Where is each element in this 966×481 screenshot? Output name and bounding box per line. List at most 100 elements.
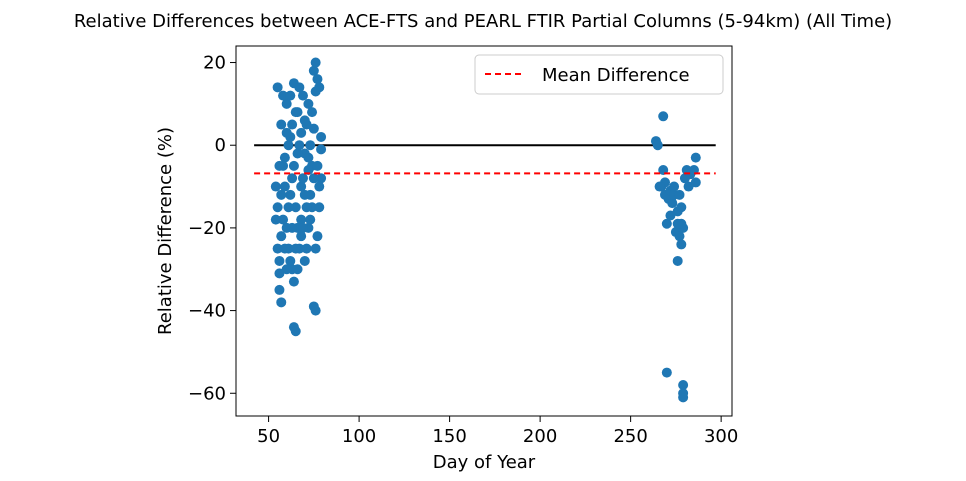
scatter-point [276, 231, 287, 242]
scatter-point [272, 202, 283, 213]
scatter-point [674, 231, 685, 242]
scatter-point [678, 379, 689, 390]
scatter-point [276, 297, 287, 308]
scatter-point [312, 160, 323, 171]
scatter-point [661, 367, 672, 378]
scatter-point [308, 65, 319, 76]
scatter-point [296, 127, 307, 138]
scatter-point [290, 202, 301, 213]
y-tick-label: −20 [188, 218, 226, 239]
scatter-point [274, 284, 285, 295]
scatter-point [672, 218, 683, 229]
scatter-point [296, 214, 307, 225]
scatter-point [310, 305, 321, 316]
scatter-point [296, 181, 307, 192]
scatter-point [299, 189, 310, 200]
scatter-point [281, 264, 292, 275]
x-tick-label: 250 [613, 426, 647, 447]
legend-box [474, 54, 724, 95]
scatter-point [276, 189, 287, 200]
scatter-point [310, 86, 321, 97]
scatter-point [276, 119, 287, 130]
scatter-point [272, 243, 283, 254]
scatter-point [683, 181, 694, 192]
scatter-point [297, 173, 308, 184]
y-axis: −60 −40 −20 0 20 [188, 53, 236, 404]
scatter-point [676, 202, 687, 213]
scatter-point [316, 144, 327, 155]
scatter-point [665, 210, 676, 221]
scatter-point [690, 152, 701, 163]
scatter-point [281, 127, 292, 138]
scatter-point [294, 82, 305, 93]
scatter-point [303, 98, 314, 109]
scatter-point [279, 243, 290, 254]
scatter-point [658, 111, 669, 122]
scatter-point [314, 181, 325, 192]
scatter-point [278, 214, 289, 225]
x-tick-label: 300 [704, 426, 738, 447]
scatter-point [690, 177, 701, 188]
scatter-point [301, 243, 312, 254]
scatter-point [297, 90, 308, 101]
legend: Mean Difference [474, 54, 724, 95]
scatter-point [676, 239, 687, 250]
scatter-point [305, 140, 316, 151]
scatter-point [299, 115, 310, 126]
y-axis-label: Relative Difference (%) [155, 127, 176, 335]
scatter-point [661, 218, 672, 229]
scatter-point [308, 123, 319, 134]
scatter-point [297, 222, 308, 233]
scatter-point [270, 214, 281, 225]
scatter-point [316, 131, 327, 142]
scatter-point [672, 255, 683, 266]
scatter-point [305, 214, 316, 225]
scatter-point [310, 243, 321, 254]
scatter-point [674, 189, 685, 200]
y-tick-label: −40 [188, 301, 226, 322]
scatter-point [294, 140, 305, 151]
scatter-point [274, 268, 285, 279]
scatter-point [314, 202, 325, 213]
scatter-point [310, 57, 321, 68]
scatter-point [290, 243, 301, 254]
scatter-point [292, 148, 303, 159]
y-tick-label: −60 [188, 383, 226, 404]
scatter-point [281, 98, 292, 109]
x-tick-label: 50 [257, 426, 280, 447]
x-tick-label: 100 [342, 426, 376, 447]
chart-title: Relative Differences between ACE-FTS and… [74, 11, 892, 32]
scatter-point [299, 255, 310, 266]
scatter-point [278, 90, 289, 101]
scatter-point [287, 173, 298, 184]
scatter-point [283, 140, 294, 151]
scatter-point [288, 160, 299, 171]
scatter-point [669, 181, 680, 192]
scatter-point [287, 119, 298, 130]
scatter-point [290, 107, 301, 118]
scatter-point [285, 189, 296, 200]
scatter-point [654, 181, 665, 192]
x-axis-label: Day of Year [433, 452, 536, 473]
scatter-point [287, 222, 298, 233]
plot-area [254, 57, 716, 403]
scatter-point [290, 326, 301, 337]
scatter-point [285, 90, 296, 101]
plot-frame [235, 45, 733, 417]
scatter-point [292, 264, 303, 275]
scatter-point [316, 173, 327, 184]
scatter-point [312, 231, 323, 242]
scatter-point [307, 107, 318, 118]
scatter-point [274, 255, 285, 266]
scatter-point [652, 140, 663, 151]
scatter-point [279, 152, 290, 163]
scatter-point [308, 173, 319, 184]
scatter-point [274, 160, 285, 171]
y-tick-label: 20 [203, 53, 226, 74]
scatter-point [678, 388, 689, 399]
scatter-point [288, 276, 299, 287]
scatter-point [285, 255, 296, 266]
scatter-point [301, 202, 312, 213]
scatter-point [303, 152, 314, 163]
